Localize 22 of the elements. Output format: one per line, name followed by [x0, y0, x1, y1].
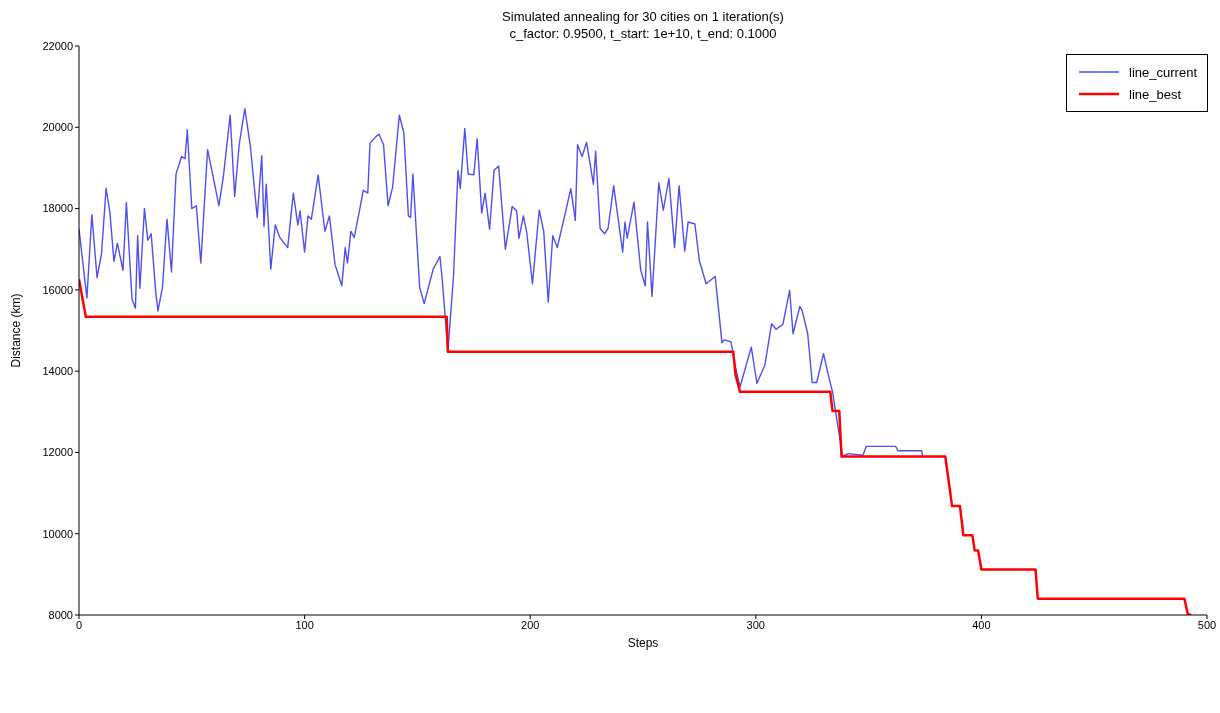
y-tick-label: 12000 [42, 446, 73, 459]
x-tick-label: 0 [75, 618, 83, 631]
x-tick-label: 200 [521, 618, 540, 631]
x-tick-label: 300 [746, 618, 765, 631]
y-tick-label: 18000 [42, 202, 73, 215]
y-tick-label: 20000 [42, 121, 73, 134]
x-tick-label: 100 [295, 618, 314, 631]
y-tick-label: 22000 [42, 39, 73, 52]
y-tick-label: 8000 [48, 608, 73, 621]
x-tick-label: 400 [972, 618, 991, 631]
y-axis-title: Distance (km) [9, 293, 24, 368]
line-series [79, 107, 924, 458]
legend-label: line_best [1129, 86, 1182, 102]
chart-subtitle: c_factor: 0.9500, t_start: 1e+10, t_end: 0.1000 [508, 25, 778, 42]
legend-label: line_current [1129, 64, 1197, 80]
y-tick-label: 16000 [42, 283, 73, 296]
y-tick-label: 14000 [42, 365, 73, 378]
x-tick-label: 500 [1197, 618, 1217, 631]
line-series [79, 278, 1193, 615]
x-axis-title: Steps [627, 636, 659, 650]
chart-title: Simulated annealing for 30 cities on 1 iteration(s) [501, 8, 785, 25]
y-tick-label: 10000 [42, 527, 73, 540]
